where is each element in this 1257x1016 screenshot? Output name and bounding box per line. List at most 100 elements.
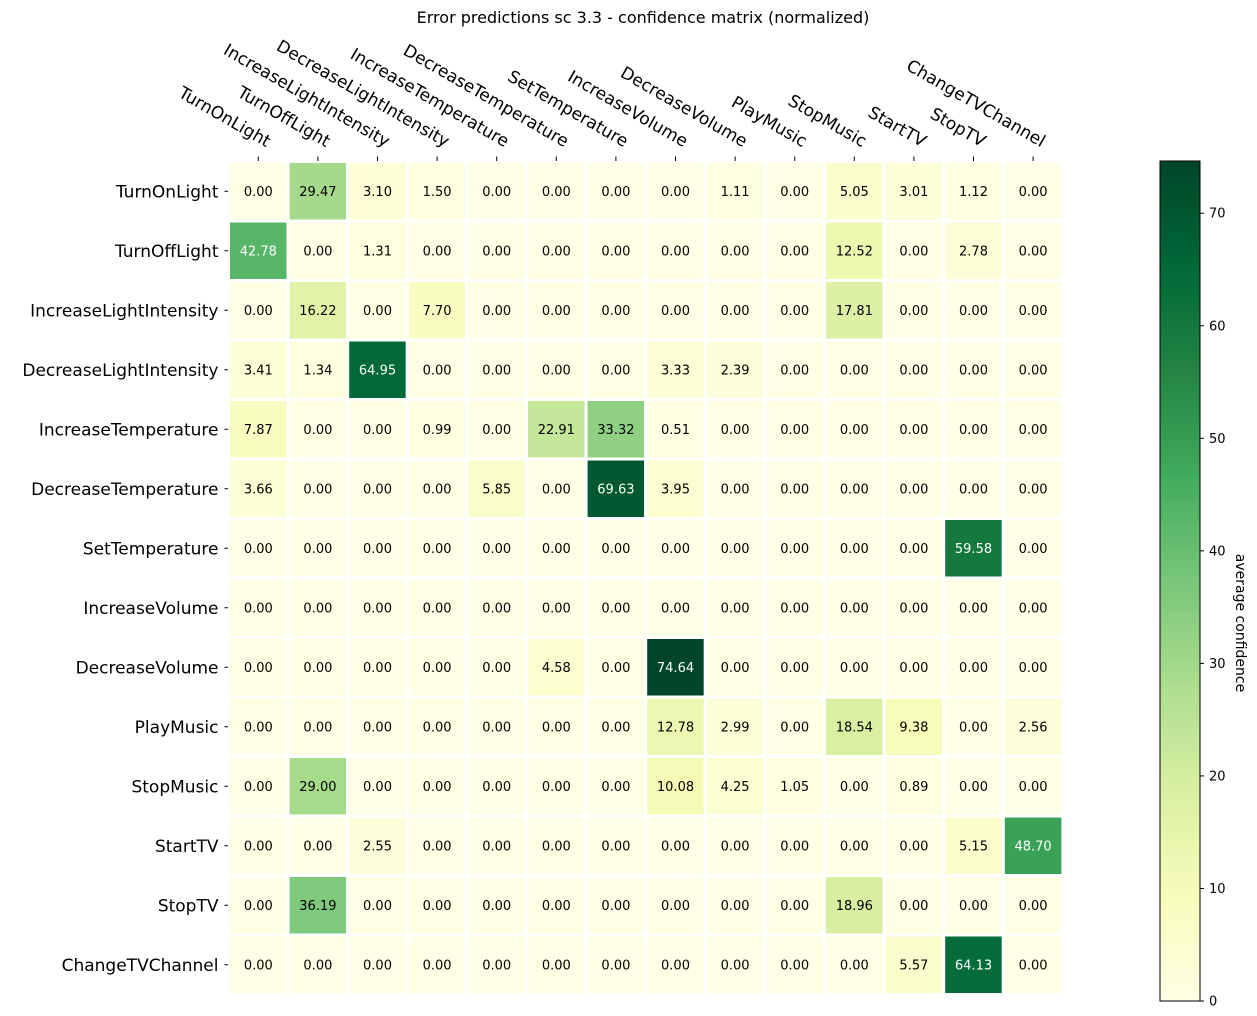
cell-r1-c2 (346, 219, 409, 282)
cell-value-r2-c2: 0.00 (363, 304, 392, 319)
cell-r4-c4 (465, 398, 528, 461)
cell-value-r13-c4: 0.00 (482, 958, 511, 973)
cell-r3-c8 (703, 338, 767, 401)
cell-value-r8-c8: 0.00 (721, 661, 750, 676)
cell-value-r11-c12: 5.15 (959, 839, 988, 854)
cell-value-r10-c8: 4.25 (721, 780, 750, 795)
cell-value-r4-c0: 7.87 (244, 423, 273, 438)
cell-value-r12-c9: 0.00 (780, 899, 809, 914)
cell-value-r6-c10: 0.00 (840, 542, 869, 557)
cell-value-r8-c6: 0.00 (601, 661, 630, 676)
cell-value-r13-c3: 0.00 (423, 958, 452, 973)
cell-value-r13-c7: 0.00 (661, 958, 690, 973)
cell-value-r8-c1: 0.00 (303, 661, 332, 676)
cell-value-r2-c3: 7.70 (423, 304, 452, 319)
cell-r1-c1 (286, 219, 350, 282)
cell-value-r4-c5: 22.91 (538, 423, 575, 438)
cell-value-r1-c3: 0.00 (423, 244, 452, 259)
cell-r6-c3 (405, 517, 469, 580)
cell-r0-c7 (644, 160, 707, 223)
cell-value-r6-c2: 0.00 (363, 542, 392, 557)
cell-r3-c11 (882, 338, 946, 401)
cell-r2-c8 (703, 279, 767, 342)
cell-value-r6-c6: 0.00 (601, 542, 630, 557)
cell-value-r1-c10: 12.52 (836, 244, 873, 259)
cell-value-r2-c13: 0.00 (1019, 304, 1048, 319)
cell-r13-c4 (465, 933, 528, 996)
cell-value-r9-c6: 0.00 (601, 720, 630, 735)
cell-r5-c6 (584, 457, 648, 520)
cell-r13-c7 (644, 933, 707, 996)
cell-value-r12-c1: 36.19 (299, 899, 336, 914)
cell-r9-c0 (227, 695, 290, 758)
cell-value-r7-c3: 0.00 (423, 601, 452, 616)
cell-value-r12-c4: 0.00 (482, 899, 511, 914)
cell-r6-c12 (942, 517, 1005, 580)
cell-r1-c4 (465, 219, 528, 282)
cell-value-r9-c3: 0.00 (423, 720, 452, 735)
cell-value-r9-c0: 0.00 (244, 720, 273, 735)
cell-value-r9-c12: 0.00 (959, 720, 988, 735)
cell-value-r4-c6: 33.32 (597, 423, 634, 438)
cell-value-r13-c2: 0.00 (363, 958, 392, 973)
cell-value-r12-c11: 0.00 (899, 899, 928, 914)
cell-r7-c0 (227, 576, 290, 639)
cell-r10-c1 (286, 755, 350, 818)
cell-value-r8-c5: 4.58 (542, 661, 571, 676)
cell-value-r11-c10: 0.00 (840, 839, 869, 854)
cell-value-r6-c0: 0.00 (244, 542, 273, 557)
cell-r6-c11 (882, 517, 946, 580)
cell-value-r7-c6: 0.00 (601, 601, 630, 616)
cell-r10-c4 (465, 755, 528, 818)
cell-r4-c11 (882, 398, 946, 461)
cell-value-r5-c2: 0.00 (363, 482, 392, 497)
cell-r8-c13 (1001, 636, 1065, 699)
cell-r2-c7 (644, 279, 707, 342)
cell-value-r4-c4: 0.00 (482, 423, 511, 438)
cell-value-r0-c12: 1.12 (959, 185, 988, 200)
cell-r5-c2 (346, 457, 409, 520)
cell-value-r12-c7: 0.00 (661, 899, 690, 914)
cell-value-r8-c13: 0.00 (1019, 661, 1048, 676)
cell-value-r9-c4: 0.00 (482, 720, 511, 735)
cell-value-r3-c10: 0.00 (840, 363, 869, 378)
cell-value-r7-c9: 0.00 (780, 601, 809, 616)
cell-r3-c13 (1001, 338, 1065, 401)
cell-value-r3-c5: 0.00 (542, 363, 571, 378)
cell-r9-c5 (525, 695, 588, 758)
cell-r5-c10 (823, 457, 886, 520)
cell-value-r2-c9: 0.00 (780, 304, 809, 319)
cell-value-r3-c6: 0.00 (601, 363, 630, 378)
cell-r8-c8 (703, 636, 767, 699)
cell-value-r11-c7: 0.00 (661, 839, 690, 854)
cell-value-r10-c12: 0.00 (959, 780, 988, 795)
cell-value-r5-c8: 0.00 (721, 482, 750, 497)
cell-r9-c1 (286, 695, 350, 758)
cell-value-r0-c1: 29.47 (299, 185, 336, 200)
cell-r11-c13 (1001, 814, 1065, 877)
cell-value-r2-c11: 0.00 (899, 304, 928, 319)
y-tick-label-decrease-volume: DecreaseVolume (76, 658, 219, 678)
cell-r5-c7 (644, 457, 707, 520)
cell-r12-c13 (1001, 874, 1065, 937)
cell-r13-c8 (703, 933, 767, 996)
cell-value-r8-c9: 0.00 (780, 661, 809, 676)
cell-value-r1-c11: 0.00 (899, 244, 928, 259)
cell-value-r10-c13: 0.00 (1019, 780, 1048, 795)
cell-value-r9-c2: 0.00 (363, 720, 392, 735)
x-tick-label-start-tv: StartTV (864, 103, 929, 152)
cell-value-r2-c5: 0.00 (542, 304, 571, 319)
cell-value-r13-c5: 0.00 (542, 958, 571, 973)
cell-value-r13-c8: 0.00 (721, 958, 750, 973)
cell-value-r9-c8: 2.99 (721, 720, 750, 735)
cell-value-r5-c11: 0.00 (899, 482, 928, 497)
cell-value-r12-c8: 0.00 (721, 899, 750, 914)
cell-r4-c13 (1001, 398, 1065, 461)
cell-r8-c7 (644, 636, 707, 699)
cell-value-r11-c9: 0.00 (780, 839, 809, 854)
cell-value-r5-c5: 0.00 (542, 482, 571, 497)
cell-value-r0-c0: 0.00 (244, 185, 273, 200)
y-tick-label-start-tv: StartTV (155, 837, 219, 857)
